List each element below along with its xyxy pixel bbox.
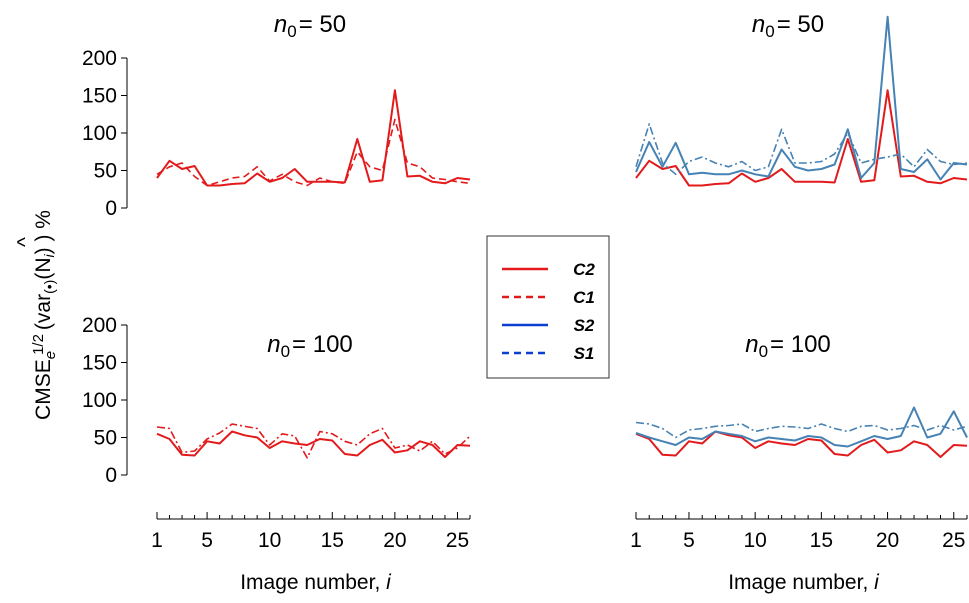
series-line-s1-dashed [635, 421, 968, 439]
series-line-c2 [156, 430, 471, 458]
series-line-s2 [635, 15, 968, 181]
series-line-s1-dashed [635, 123, 968, 176]
panel-title-var: n [752, 11, 765, 38]
panel-title: n0= 100 [267, 331, 353, 361]
panel-title-subscript: 0 [765, 22, 774, 41]
panel-title: n0= 50 [274, 11, 346, 41]
y-tick-label: 100 [82, 389, 117, 412]
x-tick-label: 20 [383, 529, 406, 552]
x-tick-label: 15 [321, 529, 344, 552]
x-tick-label: 25 [942, 529, 965, 552]
y-axis-title-arg-subscript: i [41, 253, 57, 257]
y-axis-title: CMSEe1/2 (var(•)(Ni) ) % ^ [14, 210, 59, 420]
legend-box [486, 235, 610, 379]
panel-2: n0= 50 [635, 11, 968, 187]
panel-title-subscript: 0 [759, 342, 768, 361]
y-tick-label: 200 [82, 47, 117, 70]
legend: C2 C1 S2 S1 [486, 235, 610, 379]
x-axis-title-var: i [386, 571, 392, 594]
y-tick-label: 50 [94, 160, 117, 183]
y-axis-title-hat: ^ [14, 237, 37, 247]
series-line-c1-dashed [156, 118, 471, 187]
y-tick-label: 0 [105, 464, 117, 487]
panel-title-value: = 100 [292, 331, 353, 358]
y-tick-label: 200 [82, 314, 117, 337]
x-axis-title-text: Image number, [728, 571, 874, 594]
x-axis-title: Image number, i [728, 571, 880, 594]
y-tick-label: 100 [82, 122, 117, 145]
legend-label-s1: S1 [574, 344, 595, 363]
panel-4: n0= 100 [635, 331, 968, 458]
y-axis-title-subscript: e [42, 351, 59, 359]
x-tick-label: 20 [876, 529, 899, 552]
panel-title-subscript: 0 [281, 342, 290, 361]
y-tick-label: 50 [94, 427, 117, 450]
x-tick-label: 5 [201, 529, 213, 552]
panel-title-subscript: 0 [287, 22, 296, 41]
x-axis-title-var: i [874, 571, 880, 594]
y-axis-title-superscript: 1/2 [30, 334, 47, 355]
panel-title-value: = 100 [770, 331, 831, 358]
legend-label-c2: C2 [573, 260, 595, 279]
panel-title: n0= 50 [752, 11, 824, 41]
y-tick-label: 0 [105, 197, 117, 220]
panel-title: n0= 100 [745, 331, 831, 361]
x-tick-label: 10 [258, 529, 281, 552]
y-axis-title-var: (var [32, 294, 55, 330]
panel-title-var: n [267, 331, 280, 358]
x-axis-title-text: Image number, [240, 571, 386, 594]
panel-title-var: n [745, 331, 758, 358]
y-tick-label: 150 [82, 352, 117, 375]
legend-label-s2: S2 [574, 316, 595, 335]
x-tick-label: 1 [630, 529, 642, 552]
x-axis-title: Image number, i [240, 571, 392, 594]
y-axis-title-arg: (N [32, 257, 55, 279]
series-line-s2 [635, 406, 968, 448]
legend-label-c1: C1 [573, 288, 595, 307]
series-line-c1-dashed [156, 423, 471, 459]
x-tick-label: 10 [743, 529, 766, 552]
x-tick-label: 25 [446, 529, 469, 552]
series-line-c2 [635, 430, 968, 458]
panel-title-var: n [274, 11, 287, 38]
x-tick-label: 5 [683, 529, 695, 552]
svg-text:CMSEe1/2(var(•)(Ni) ) %: CMSEe1/2 (var(•)(Ni) ) % [30, 210, 58, 420]
series-line-c2 [635, 89, 968, 187]
y-axis-title-close: ) ) % [32, 210, 55, 254]
series-line-c2 [156, 89, 471, 187]
y-axis-title-main: CMSE [32, 359, 55, 420]
panel-title-value: = 50 [299, 11, 346, 38]
x-tick-label: 1 [151, 529, 163, 552]
panel-title-value: = 50 [777, 11, 824, 38]
y-tick-label: 150 [82, 85, 117, 108]
y-axis-title-var-subscript: (•) [41, 280, 57, 294]
x-tick-label: 15 [810, 529, 833, 552]
